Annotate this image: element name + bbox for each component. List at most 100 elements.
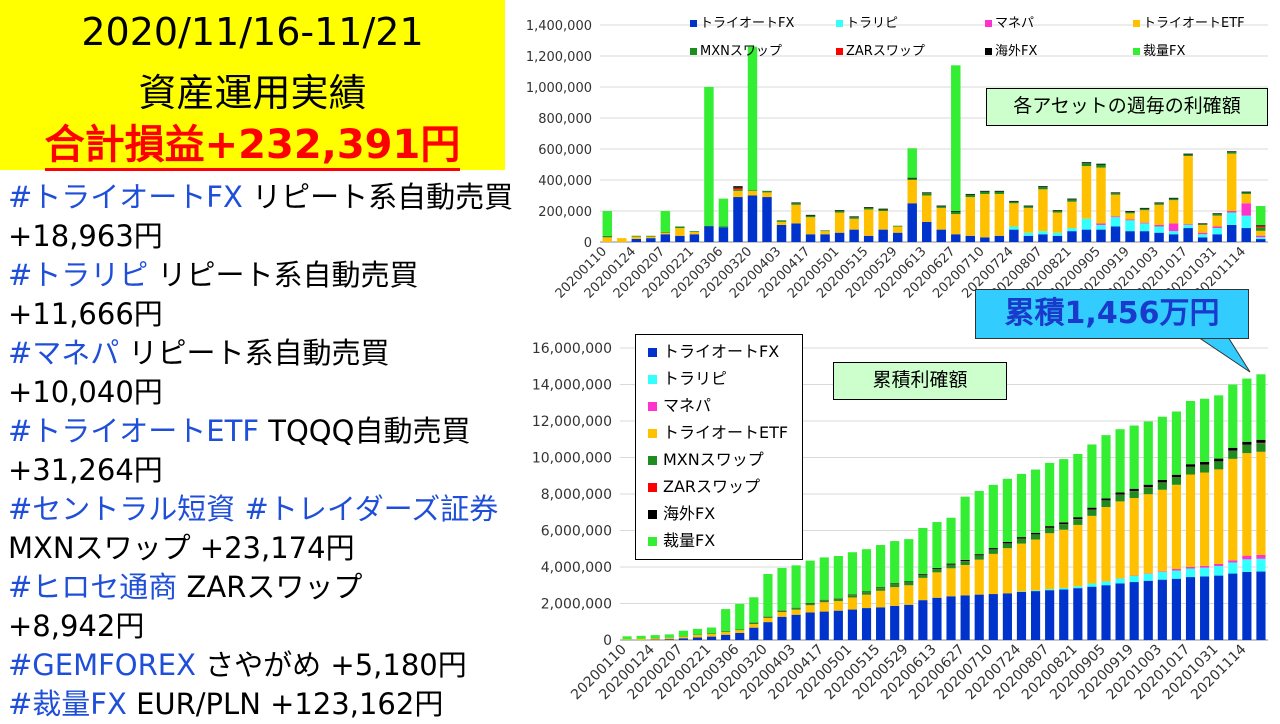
cumulative-chart-bar-segment — [665, 638, 674, 639]
cumulative-legend-item: 裁量FX — [648, 528, 715, 554]
cumulative-chart-bar-segment — [1256, 452, 1265, 555]
weekly-chart-bar-segment — [966, 195, 975, 197]
cumulative-chart-bar-segment — [1003, 542, 1012, 543]
cumulative-chart-bar-segment — [1101, 585, 1110, 640]
cumulative-chart-bar-segment — [806, 605, 815, 612]
cumulative-chart-bar-segment — [1017, 544, 1026, 592]
weekly-chart-bar-segment — [951, 65, 960, 211]
legend-label: MXNスワップ — [663, 450, 764, 469]
weekly-chart-bar-segment — [1125, 213, 1134, 219]
weekly-chart-bar-segment — [1154, 205, 1163, 225]
cumulative-chart-bar-segment — [1017, 539, 1026, 544]
weekly-chart-bar-segment — [907, 148, 916, 177]
cumulative-chart-bar-segment — [946, 596, 955, 640]
cumulative-chart-bar-segment — [1242, 445, 1251, 453]
cumulative-chart-bar-segment — [749, 624, 758, 628]
cumulative-chart-bar-segment — [904, 605, 913, 640]
weekly-chart-bar-segment — [1227, 151, 1236, 152]
cumulative-chart-bar-segment — [820, 602, 829, 611]
legend-swatch — [648, 402, 657, 411]
cumulative-chart-bar-segment — [1200, 473, 1209, 566]
cumulative-chart-bar-segment — [1228, 451, 1237, 459]
weekly-chart-bar-segment — [1198, 225, 1207, 233]
cumulative-chart-bar-segment — [961, 497, 970, 560]
weekly-chart-bar-segment — [1024, 236, 1033, 242]
cumulative-chart-bar-segment — [622, 639, 631, 640]
cumulative-chart-bar-segment — [904, 581, 913, 582]
weekly-chart-bar-segment — [1111, 192, 1120, 193]
cumulative-chart-bar-segment — [975, 554, 984, 555]
cumulative-chart-bar-segment — [679, 637, 688, 639]
weekly-chart-bar-segment — [1096, 164, 1105, 165]
weekly-chart-bar-segment — [1256, 231, 1265, 236]
cumulative-chart-bar-segment — [834, 599, 843, 601]
cumulative-chart-bar-segment — [918, 528, 927, 574]
cumulative-chart-bar-segment — [1200, 465, 1209, 473]
weekly-chart-bar-segment — [1082, 219, 1091, 230]
weekly-chart-bar-segment — [1009, 202, 1018, 204]
weekly-chart-bar-segment — [675, 227, 684, 229]
weekly-chart-bar-segment — [1241, 228, 1250, 242]
cumulative-chart-bar-segment — [693, 629, 702, 634]
cumulative-chart-bar-segment — [1214, 576, 1223, 640]
cumulative-chart-bar-segment — [1130, 582, 1139, 640]
weekly-chart-bar-segment — [1067, 199, 1076, 200]
cumulative-chart-bar-segment — [1228, 448, 1237, 451]
cumulative-chart-bar-segment — [1256, 572, 1265, 640]
weekly-chart-bar-segment — [719, 227, 728, 242]
cumulative-chart-bar-segment — [946, 564, 955, 565]
weekly-chart-bar-segment — [704, 227, 713, 243]
weekly-legend-item: ZARスワップ — [836, 40, 925, 59]
weekly-chart-bar-segment — [806, 216, 815, 218]
weekly-chart-bar-segment — [849, 216, 858, 217]
weekly-chart-bar-segment — [733, 189, 742, 191]
weekly-chart-group: 0200,000400,000600,000800,0001,000,0001,… — [526, 19, 1268, 302]
weekly-chart-bar-segment — [762, 191, 771, 193]
weekly-chart-bar-segment — [1154, 225, 1163, 227]
cumulative-chart-bar-segment — [904, 585, 913, 604]
cumulative-chart-bar-segment — [1256, 374, 1265, 439]
cumulative-chart-bar-segment — [1130, 489, 1139, 491]
weekly-chart-bar-segment — [966, 194, 975, 195]
cumulative-chart-bar-segment — [876, 607, 885, 640]
cumulative-chart-bar-segment — [1228, 385, 1237, 448]
weekly-chart-bar-segment — [835, 233, 844, 242]
weekly-chart-bar-segment — [980, 191, 989, 192]
cumulative-chart-bar-segment — [679, 631, 688, 636]
weekly-chart-bar-segment — [1096, 165, 1105, 168]
cumulative-chart-bar-segment — [1186, 464, 1195, 467]
cumulative-chart-bar-segment — [792, 615, 801, 640]
weekly-chart-bar-segment — [690, 234, 699, 242]
cumulative-chart-bar-segment — [1073, 525, 1082, 586]
cumulative-chart-bar-segment — [1256, 555, 1265, 559]
cumulative-chart-bar-segment — [1186, 401, 1195, 464]
weekly-chart-bar-segment — [1053, 236, 1062, 242]
weekly-chart-bar-segment — [1183, 228, 1192, 242]
weekly-chart-bar-segment — [733, 197, 742, 242]
weekly-chart-bar-segment — [1154, 203, 1163, 205]
weekly-chart-bar-segment — [704, 226, 713, 227]
weekly-chart-bar-segment — [1125, 231, 1134, 242]
cumulative-chart-bar-segment — [1116, 429, 1125, 492]
cumulative-legend-item: ZARスワップ — [648, 474, 760, 500]
cumulative-chart-bar-segment — [763, 574, 772, 616]
weekly-chart-bar-segment — [1038, 231, 1047, 234]
cumulative-chart-bar-segment — [1045, 463, 1054, 526]
weekly-chart-callout: 各アセットの週毎の利確額 — [986, 88, 1268, 126]
cumulative-chart-bar-segment — [721, 609, 730, 631]
cumulative-chart-bar-segment — [806, 561, 815, 603]
legend-swatch — [1133, 20, 1140, 27]
cumulative-chart-bar-segment — [918, 575, 927, 578]
cumulative-chart-bar-segment — [1158, 490, 1167, 571]
cumulative-chart-bar-segment — [1101, 581, 1110, 585]
legend-swatch — [648, 510, 657, 519]
cumulative-chart-bar-segment — [1031, 540, 1040, 591]
weekly-chart-bar-segment — [1183, 154, 1192, 155]
weekly-chart-bar-segment — [907, 203, 916, 242]
cumulative-chart-bar-segment — [1200, 566, 1209, 568]
cumulative-chart-bar-segment — [932, 568, 941, 569]
cumulative-chart-bar-segment — [1130, 491, 1139, 498]
cumulative-chart-bar-segment — [876, 587, 885, 588]
cumulative-chart-bar-segment — [1045, 590, 1054, 640]
cumulative-chart-bar-segment — [1031, 535, 1040, 540]
